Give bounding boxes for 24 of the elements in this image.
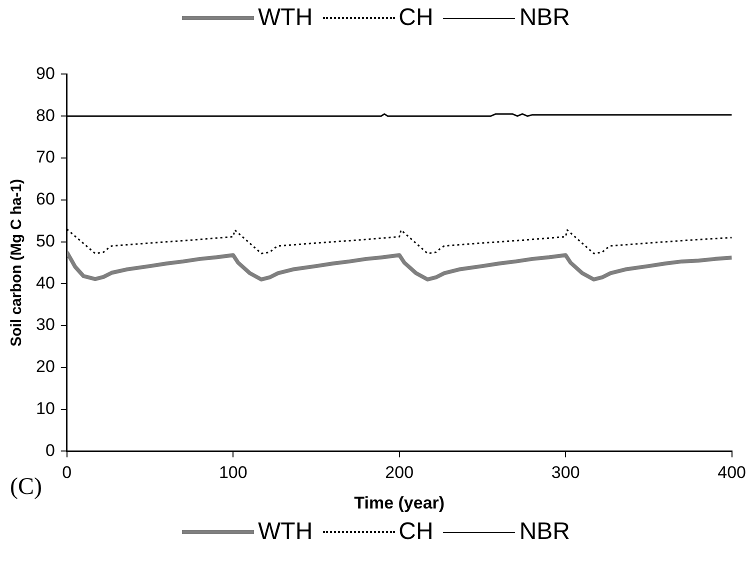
y-tick-label: 20 [36, 357, 55, 376]
text: (C) [10, 474, 42, 501]
y-tick-label: 70 [36, 148, 55, 167]
y-tick-label: 0 [45, 440, 55, 460]
y-tick-label: 90 [36, 64, 55, 83]
text: NBR [519, 518, 570, 545]
legend-label: CH [398, 4, 434, 32]
y-tick-label: 30 [36, 315, 55, 334]
text: CH [398, 518, 434, 545]
x-tick-label: 400 [718, 463, 746, 482]
x-tick-label: 300 [551, 463, 580, 482]
y-tick-label: 40 [36, 273, 55, 292]
x-tick-label: 100 [218, 463, 248, 482]
y-axis-title: Soil carbon (Mg C ha-1) [8, 178, 26, 346]
legend-label: NBR [519, 4, 570, 32]
x-tick-label: 0 [62, 463, 72, 482]
x-tick-label: 200 [385, 463, 414, 482]
legend-label: WTH [258, 4, 313, 32]
y-tick-label: 10 [36, 399, 55, 418]
text: WTH [258, 518, 313, 545]
y-tick-label: 50 [36, 231, 55, 250]
x-axis-title: Time (year) [354, 493, 445, 512]
y-tick-label: 80 [36, 106, 55, 125]
y-tick-label: 60 [36, 190, 55, 209]
